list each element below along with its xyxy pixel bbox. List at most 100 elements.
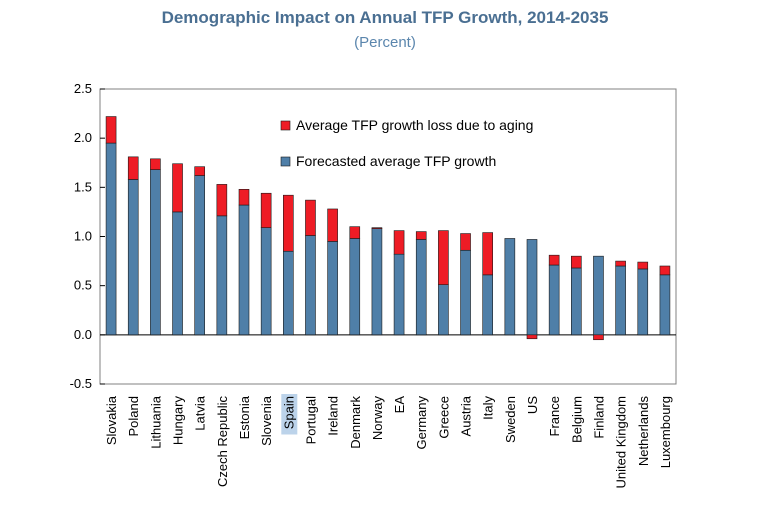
x-tick-label-group: Slovenia [259,395,274,446]
x-tick-label-group: Estonia [237,395,252,439]
bar-forecast-italy [482,274,493,336]
x-tick-label-group: Denmark [348,396,363,449]
x-tick-label: Slovenia [259,395,274,446]
bar-loss-belgium [571,255,582,269]
bar-forecast-latvia [194,175,205,336]
bar-loss-slovakia [105,116,117,144]
legend-label: Average TFP growth loss due to aging [296,117,533,133]
bar-forecast-estonia [238,204,250,336]
x-tick-label: Estonia [237,395,252,439]
bar-forecast-ireland [327,241,338,336]
x-tick-label: US [525,396,540,414]
x-tick-label-group: Czech Republic [215,396,230,488]
bar-forecast-luxembourg [659,274,671,336]
bar-forecast-slovenia [260,227,272,336]
bar-loss-hungary [172,163,183,213]
bar-forecast-portugal [305,235,316,336]
x-tick-label: Finland [591,396,606,439]
bar-loss-germany [415,231,427,240]
x-tick-label-group: Portugal [303,396,318,445]
bar-loss-netherlands [637,261,649,270]
x-tick-label-group: Luxembourg [658,396,673,468]
x-tick-label: Luxembourg [658,396,673,468]
bar-loss-greece [438,230,449,285]
x-tick-label-group: France [547,396,562,436]
x-tick-label-group: Norway [370,396,385,441]
bar-forecast-france [548,264,560,336]
x-tick-label: France [547,396,562,436]
bar-forecast-poland [127,179,139,336]
x-tick-label: Austria [459,395,474,436]
x-tick-label: Portugal [303,396,318,445]
x-tick-label: Norway [370,396,385,441]
x-axis: Slovakia Poland Lithuania Hungary Latvia Czec… [104,394,673,489]
x-tick-label: Italy [481,396,496,420]
bar-forecast-finland [593,255,604,336]
y-tick-label: -0.5 [70,376,92,391]
bar-forecast-greece [438,284,449,336]
x-tick-label: Spain [281,396,296,429]
bar-loss-luxembourg [659,265,671,276]
x-tick-highlight [281,394,298,435]
bar-loss-poland [127,156,139,180]
bar-loss-czech-republic [216,184,228,217]
bar-forecast-lithuania [150,169,161,336]
x-tick-label-group: Germany [414,396,429,450]
x-tick-label-group: Belgium [569,396,584,443]
bar-forecast-belgium [571,267,582,336]
x-tick-label: Belgium [569,396,584,443]
x-tick-label: Slovakia [104,395,119,445]
x-tick-label: Latvia [193,395,208,430]
plot-frame [99,88,677,385]
x-tick-label-group: Austria [459,395,474,436]
bar-loss-latvia [194,166,205,176]
bar-forecast-germany [415,239,427,336]
x-tick-label: Hungary [171,396,186,446]
chart-title: Demographic Impact on Annual TFP Growth,… [161,8,609,27]
y-tick-label: 1.0 [74,229,92,244]
x-tick-label-group: EA [392,396,407,414]
x-tick-label-group: Greece [436,396,451,439]
bar-loss-portugal [305,199,316,236]
y-tick-label: 0.0 [74,327,92,342]
x-tick-label: Netherlands [636,396,651,467]
legend-swatch [280,156,291,167]
bar-forecast-spain [283,250,294,336]
x-tick-label-group: Lithuania [148,395,163,449]
x-tick-label-group: Netherlands [636,396,651,467]
x-tick-label-group: Poland [126,396,141,436]
x-tick-label-group: Italy [481,396,496,420]
x-tick-label: Greece [436,396,451,439]
bar-forecast-austria [460,249,471,336]
x-tick-label-group: Latvia [193,395,208,430]
bars-group [105,116,671,341]
bar-forecast-hungary [172,211,183,336]
legend: Average TFP growth loss due to aging Fore… [280,117,533,169]
legend-label: Forecasted average TFP growth [296,153,496,169]
bar-loss-united-kingdom [615,260,626,267]
bar-forecast-netherlands [637,268,649,336]
y-tick-label: 2.5 [74,81,92,96]
bar-loss-denmark [349,226,361,239]
x-tick-label: Ireland [326,396,341,436]
y-axis: -0.5 0.0 0.5 1.0 1.5 2.0 2.5 [70,81,105,391]
bar-forecast-denmark [349,238,361,336]
bar-loss-slovenia [260,192,272,228]
bar-loss-us [526,334,538,340]
x-tick-label: Czech Republic [215,396,230,488]
x-tick-label: EA [392,396,407,414]
x-tick-label-group: US [525,396,540,414]
x-tick-label-group: Finland [591,396,606,439]
y-tick-label: 0.5 [74,278,92,293]
bar-loss-spain [283,194,294,252]
x-tick-label-group: Ireland [326,396,341,436]
x-tick-label-group: Spain [281,394,298,435]
bar-loss-italy [482,232,493,276]
bar-forecast-norway [371,228,383,336]
bar-forecast-us [526,239,538,336]
x-tick-label-group: Slovakia [104,395,119,445]
y-tick-label: 2.0 [74,130,92,145]
bar-loss-finland [593,334,604,341]
